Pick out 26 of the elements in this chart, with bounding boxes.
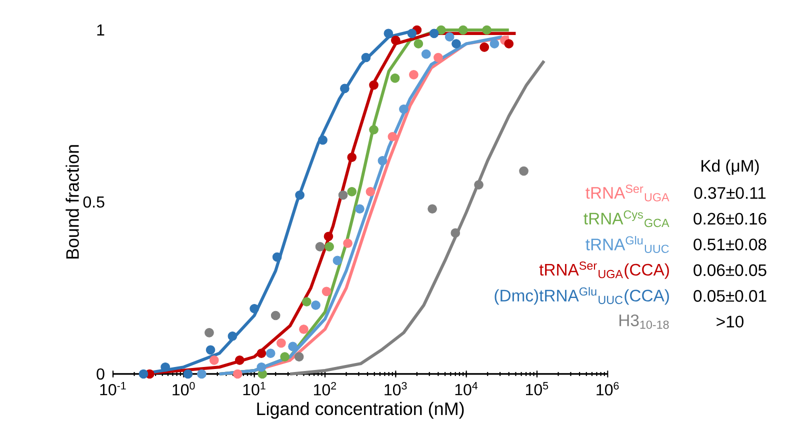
- text: 0.51±0.08: [694, 238, 766, 250]
- text: tRNA$^{Ser}$UGA: [586, 184, 670, 202]
- x-tick-label: 10$^{1}$: [243, 382, 266, 396]
- text: tRNA$^{Glu}$UUC: [586, 236, 669, 253]
- legend-title: Kd (μM): [702, 159, 759, 176]
- y-tick-label: 0.5: [83, 196, 104, 208]
- y-tick-label: 0: [96, 368, 104, 380]
- x-tick-label: 10$^{6}$: [596, 382, 619, 396]
- text: >10: [716, 316, 744, 328]
- text: (Dmc)tRNA$^{Glu}$$_{UUC}$(CCA): [494, 287, 669, 305]
- x-axis-title: Ligand concentration (nM): [257, 402, 464, 419]
- text: tRNA$^{Ser}$$_{UGA}$(CCA): [539, 261, 669, 279]
- x-tick-label: 10$^{2}$: [314, 382, 336, 396]
- x-tick-label: 10$^{-1}$: [100, 382, 126, 396]
- text: 0.05±0.01: [694, 290, 766, 302]
- text: 0.26±0.16: [694, 212, 766, 225]
- x-tick-label: 10$^{4}$: [455, 382, 478, 396]
- text: tRNA$^{Cys}$GCA: [584, 210, 670, 228]
- text: H3$_{10-18}$: [620, 314, 669, 329]
- x-tick-label: 10$^{0}$: [172, 382, 195, 396]
- text: 0.06±0.05: [694, 264, 766, 276]
- y-axis-title: Bound fraction: [66, 145, 79, 259]
- x-tick-label: 10$^{5}$: [526, 382, 548, 396]
- text: 0.37±0.11: [694, 187, 766, 199]
- x-tick-label: 10$^{3}$: [384, 382, 407, 396]
- y-tick-label: 1: [97, 24, 104, 36]
